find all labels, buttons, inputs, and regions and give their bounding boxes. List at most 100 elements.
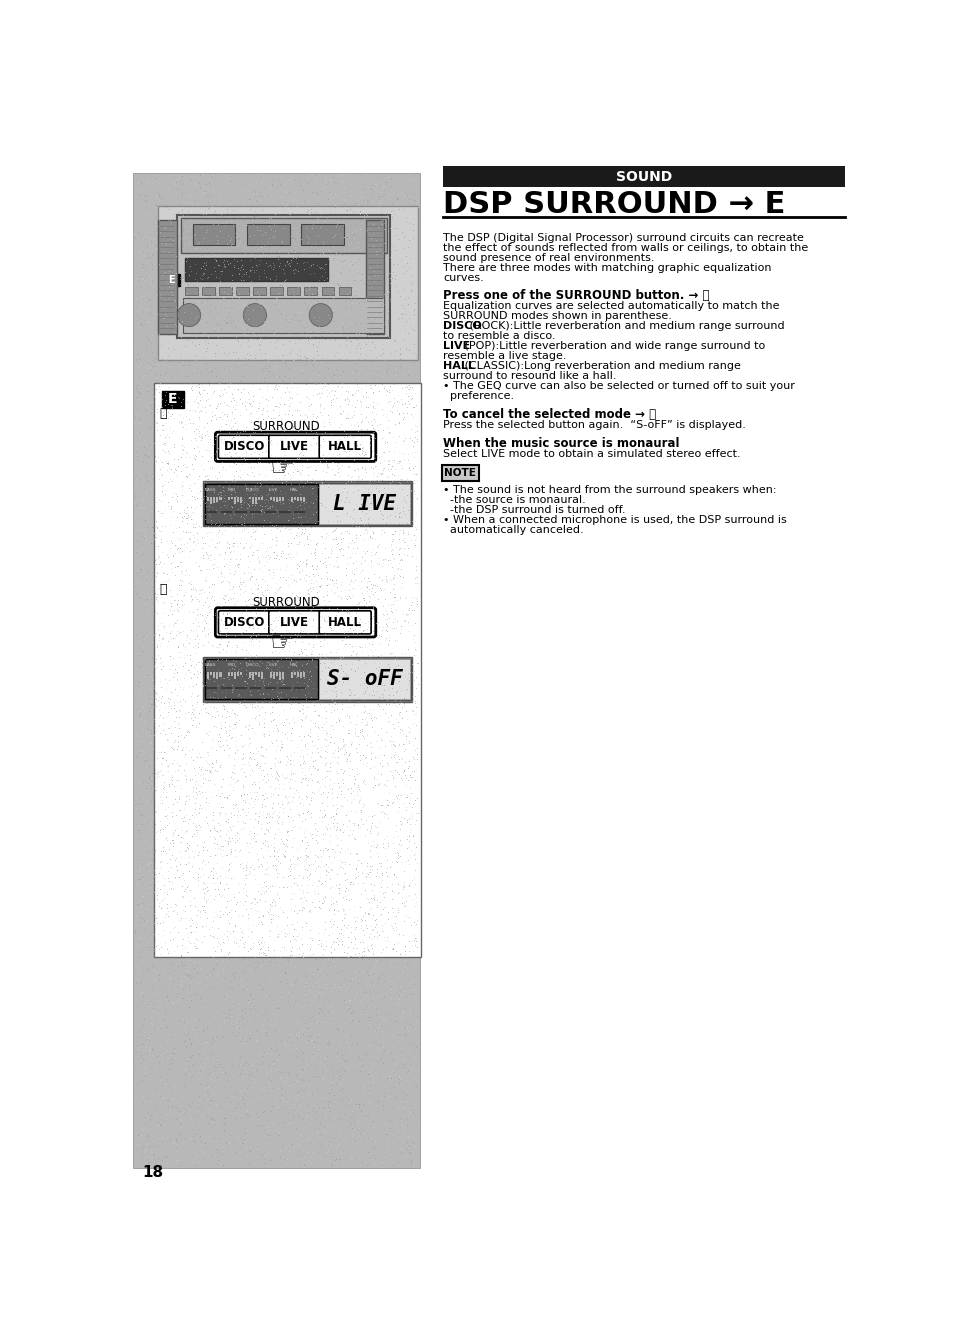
Bar xyxy=(254,497,257,504)
Bar xyxy=(231,497,233,500)
Bar xyxy=(275,673,278,676)
Bar xyxy=(233,673,236,678)
Bar xyxy=(216,673,218,678)
Text: • The GEQ curve can also be selected or turned off to suit your: • The GEQ curve can also be selected or … xyxy=(443,382,794,391)
Bar xyxy=(213,673,215,678)
Text: surround to resound like a hall.: surround to resound like a hall. xyxy=(443,371,616,382)
Text: Press one of the SURROUND button. → ⓐ: Press one of the SURROUND button. → ⓐ xyxy=(443,289,709,302)
Text: There are three modes with matching graphic equalization: There are three modes with matching grap… xyxy=(443,263,771,273)
Text: To cancel the selected mode → ⓑ: To cancel the selected mode → ⓑ xyxy=(443,407,656,420)
Bar xyxy=(236,673,239,676)
FancyBboxPatch shape xyxy=(253,287,266,295)
Bar xyxy=(228,497,230,500)
FancyBboxPatch shape xyxy=(204,658,410,700)
Bar xyxy=(299,673,302,678)
FancyBboxPatch shape xyxy=(338,287,351,295)
Text: SURROUND: SURROUND xyxy=(252,420,319,434)
FancyBboxPatch shape xyxy=(319,484,410,524)
Text: L IVE: L IVE xyxy=(333,493,395,513)
FancyBboxPatch shape xyxy=(247,223,290,245)
Text: LIVE: LIVE xyxy=(280,440,309,454)
FancyBboxPatch shape xyxy=(321,287,334,295)
FancyBboxPatch shape xyxy=(133,173,419,1168)
Text: DSP SURROUND → E: DSP SURROUND → E xyxy=(443,190,784,218)
Text: HAL: HAL xyxy=(290,664,298,668)
Text: -the DSP surround is turned off.: -the DSP surround is turned off. xyxy=(443,504,625,515)
FancyBboxPatch shape xyxy=(304,287,316,295)
FancyBboxPatch shape xyxy=(301,223,344,245)
FancyBboxPatch shape xyxy=(162,391,183,407)
Bar xyxy=(249,497,251,499)
Bar xyxy=(261,673,263,680)
Bar xyxy=(291,673,293,678)
Text: DISCO: DISCO xyxy=(246,664,259,668)
Bar xyxy=(254,673,257,674)
FancyBboxPatch shape xyxy=(193,223,235,245)
Text: LIVE: LIVE xyxy=(280,616,309,629)
Bar xyxy=(261,497,263,500)
Text: MID: MID xyxy=(227,664,235,668)
Circle shape xyxy=(309,303,332,327)
Bar xyxy=(275,497,278,501)
Text: HALL: HALL xyxy=(443,362,475,371)
Text: HALL: HALL xyxy=(328,616,362,629)
FancyBboxPatch shape xyxy=(162,274,179,286)
Bar xyxy=(240,497,242,503)
Bar xyxy=(252,673,253,680)
FancyBboxPatch shape xyxy=(269,610,320,634)
Circle shape xyxy=(177,303,200,327)
Bar xyxy=(294,497,295,500)
FancyBboxPatch shape xyxy=(205,484,317,524)
FancyBboxPatch shape xyxy=(203,481,412,527)
FancyBboxPatch shape xyxy=(215,432,375,462)
Bar xyxy=(210,497,212,504)
Text: S- oFF: S- oFF xyxy=(326,669,402,689)
Bar xyxy=(219,673,221,677)
Bar xyxy=(219,497,221,500)
Bar xyxy=(213,497,215,503)
Text: LIVE: LIVE xyxy=(269,664,278,668)
Bar xyxy=(303,673,305,677)
Bar xyxy=(270,673,272,678)
FancyBboxPatch shape xyxy=(185,258,328,281)
Bar xyxy=(270,497,272,500)
Bar xyxy=(294,673,295,676)
Bar xyxy=(210,673,212,674)
Bar xyxy=(278,497,281,501)
FancyBboxPatch shape xyxy=(319,610,371,634)
FancyBboxPatch shape xyxy=(158,219,176,334)
Text: SOUND: SOUND xyxy=(615,169,671,184)
Text: HALL: HALL xyxy=(328,440,362,454)
FancyBboxPatch shape xyxy=(205,660,317,700)
Text: (ROCK):Little reverberation and medium range surround: (ROCK):Little reverberation and medium r… xyxy=(465,322,783,331)
Text: SURROUND modes shown in parenthese.: SURROUND modes shown in parenthese. xyxy=(443,311,671,322)
Text: Equalization curves are selected automatically to match the: Equalization curves are selected automat… xyxy=(443,302,779,311)
Bar xyxy=(257,497,260,500)
Text: 18: 18 xyxy=(142,1165,164,1180)
FancyBboxPatch shape xyxy=(204,483,410,524)
FancyBboxPatch shape xyxy=(219,287,232,295)
Bar xyxy=(299,497,302,501)
Bar xyxy=(273,673,274,678)
Text: ⓐ: ⓐ xyxy=(159,407,167,420)
Text: ☞: ☞ xyxy=(270,629,294,657)
FancyBboxPatch shape xyxy=(154,383,421,956)
Text: SURROUND: SURROUND xyxy=(252,596,319,609)
Text: • The sound is not heard from the surround speakers when:: • The sound is not heard from the surrou… xyxy=(443,484,776,495)
Text: ⓑ: ⓑ xyxy=(159,583,167,596)
Bar xyxy=(207,673,209,678)
Circle shape xyxy=(243,303,266,327)
Bar xyxy=(207,497,209,501)
Bar xyxy=(228,673,230,676)
Text: Press the selected button again.  “S-oFF” is displayed.: Press the selected button again. “S-oFF”… xyxy=(443,420,745,430)
Text: the effect of sounds reflected from walls or ceilings, to obtain the: the effect of sounds reflected from wall… xyxy=(443,243,807,253)
Bar xyxy=(282,497,284,500)
Text: resemble a live stage.: resemble a live stage. xyxy=(443,351,566,362)
FancyBboxPatch shape xyxy=(202,287,214,295)
Text: E: E xyxy=(168,392,177,406)
Bar xyxy=(249,673,251,678)
Text: LIVE: LIVE xyxy=(269,488,278,492)
FancyBboxPatch shape xyxy=(158,206,417,360)
FancyBboxPatch shape xyxy=(269,435,320,459)
FancyBboxPatch shape xyxy=(185,287,197,295)
